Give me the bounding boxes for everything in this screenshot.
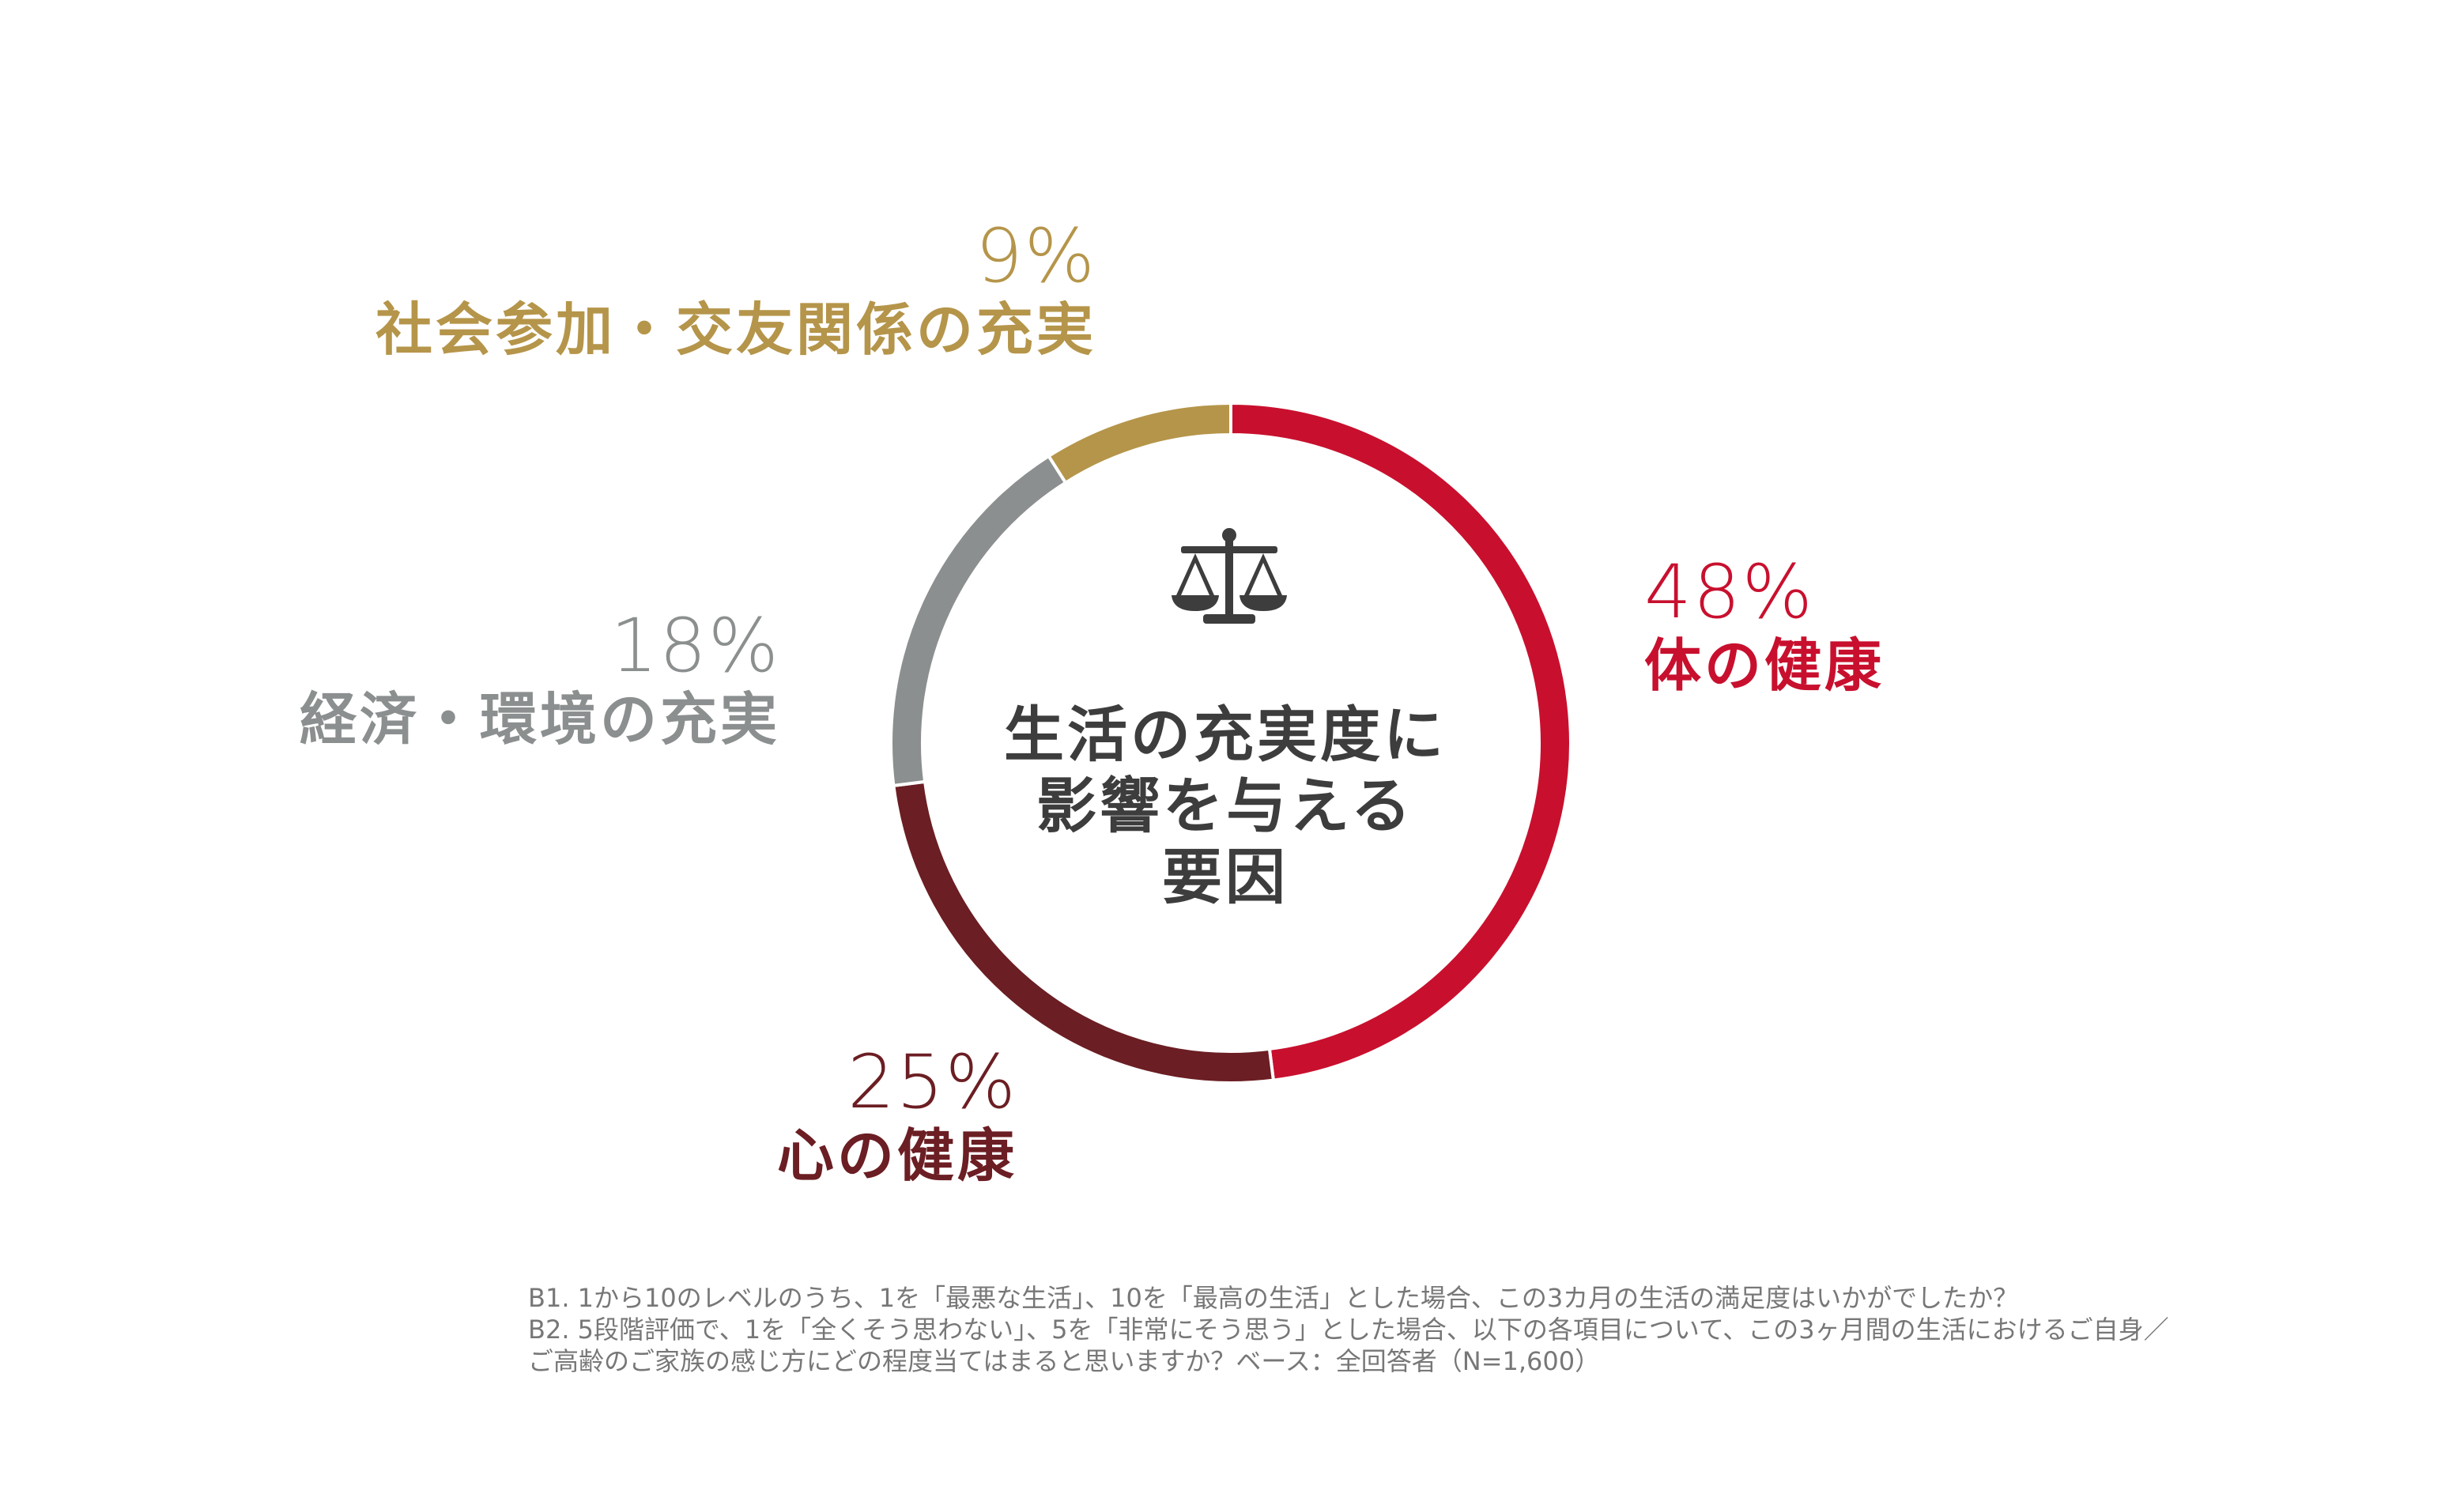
- slice-name-body-health: 体の健康: [1644, 632, 1885, 699]
- footnote-line-1: B1. 1から10のレベルのうち、1を「最悪な生活」、10を「最高の生活」とした…: [528, 1283, 2019, 1313]
- slice-name-mental-health: 心の健康: [776, 1122, 1017, 1189]
- footnote-line-3: ご高齢のご家族の感じ方にどの程度当てはまると思いますか？ベース：全回答者（N=1…: [528, 1346, 1601, 1376]
- slice-value-economy: 18%: [610, 603, 780, 689]
- slice-label-social: 9% 社会参加・交友関係の充実: [375, 213, 1096, 364]
- footnote-line-2: B2. 5段階評価で、1を「全くそう思わない」、5を「非常にそう思う」とした場合…: [528, 1315, 2169, 1345]
- donut-slice-social: [1046, 401, 1232, 485]
- slice-value-body-health: 48%: [1644, 549, 1814, 636]
- center-title-line-1: 生活の充実度に: [1004, 700, 1447, 770]
- slice-value-mental-health: 25%: [847, 1039, 1017, 1126]
- slice-label-economy: 18% 経済・環境の充実: [300, 607, 780, 753]
- center-title-line-3: 要因: [1162, 842, 1289, 912]
- donut-slices: [889, 401, 1572, 1085]
- balance-scale-icon: [1172, 528, 1287, 624]
- slice-label-mental-health: 25% 心の健康: [776, 1039, 1017, 1190]
- footnote: B1. 1から10のレベルのうち、1を「最悪な生活」、10を「最高の生活」とした…: [528, 1282, 2425, 1377]
- slice-value-social: 9%: [975, 213, 1096, 300]
- center-title: 生活の充実度に 影響を与える 要因: [949, 700, 1502, 913]
- center-title-line-2: 影響を与える: [1036, 771, 1414, 841]
- slice-name-economy: 経済・環境の充実: [299, 686, 780, 753]
- slice-name-social: 社会参加・交友関係の充実: [375, 296, 1096, 363]
- slice-label-body-health: 48% 体の健康: [1644, 549, 1885, 700]
